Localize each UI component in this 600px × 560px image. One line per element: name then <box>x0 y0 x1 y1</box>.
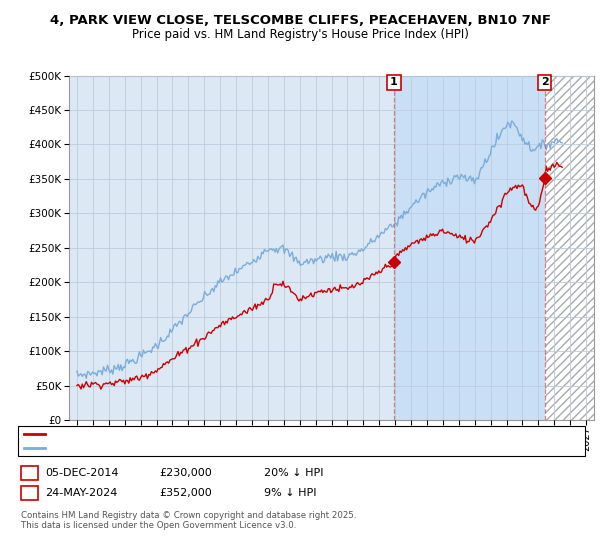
Bar <box>545 76 594 420</box>
Text: 20% ↓ HPI: 20% ↓ HPI <box>264 468 323 478</box>
Text: £230,000: £230,000 <box>159 468 212 478</box>
Text: 9% ↓ HPI: 9% ↓ HPI <box>264 488 317 498</box>
Text: 2: 2 <box>541 77 548 87</box>
Text: HPI: Average price, semi-detached house, Lewes: HPI: Average price, semi-detached house,… <box>48 444 280 452</box>
Text: £352,000: £352,000 <box>159 488 212 498</box>
Text: 24-MAY-2024: 24-MAY-2024 <box>45 488 118 498</box>
Text: 2: 2 <box>26 488 33 498</box>
Text: 1: 1 <box>390 77 398 87</box>
Text: 4, PARK VIEW CLOSE, TELSCOMBE CLIFFS, PEACEHAVEN, BN10 7NF: 4, PARK VIEW CLOSE, TELSCOMBE CLIFFS, PE… <box>49 14 551 27</box>
Bar <box>545 76 594 420</box>
Bar <box>394 76 545 420</box>
Text: Contains HM Land Registry data © Crown copyright and database right 2025.
This d: Contains HM Land Registry data © Crown c… <box>21 511 356 530</box>
Text: 1: 1 <box>26 468 33 478</box>
Text: Price paid vs. HM Land Registry's House Price Index (HPI): Price paid vs. HM Land Registry's House … <box>131 28 469 41</box>
Text: 05-DEC-2014: 05-DEC-2014 <box>45 468 119 478</box>
Text: 4, PARK VIEW CLOSE, TELSCOMBE CLIFFS, PEACEHAVEN, BN10 7NF (semi-detached house): 4, PARK VIEW CLOSE, TELSCOMBE CLIFFS, PE… <box>48 430 478 438</box>
